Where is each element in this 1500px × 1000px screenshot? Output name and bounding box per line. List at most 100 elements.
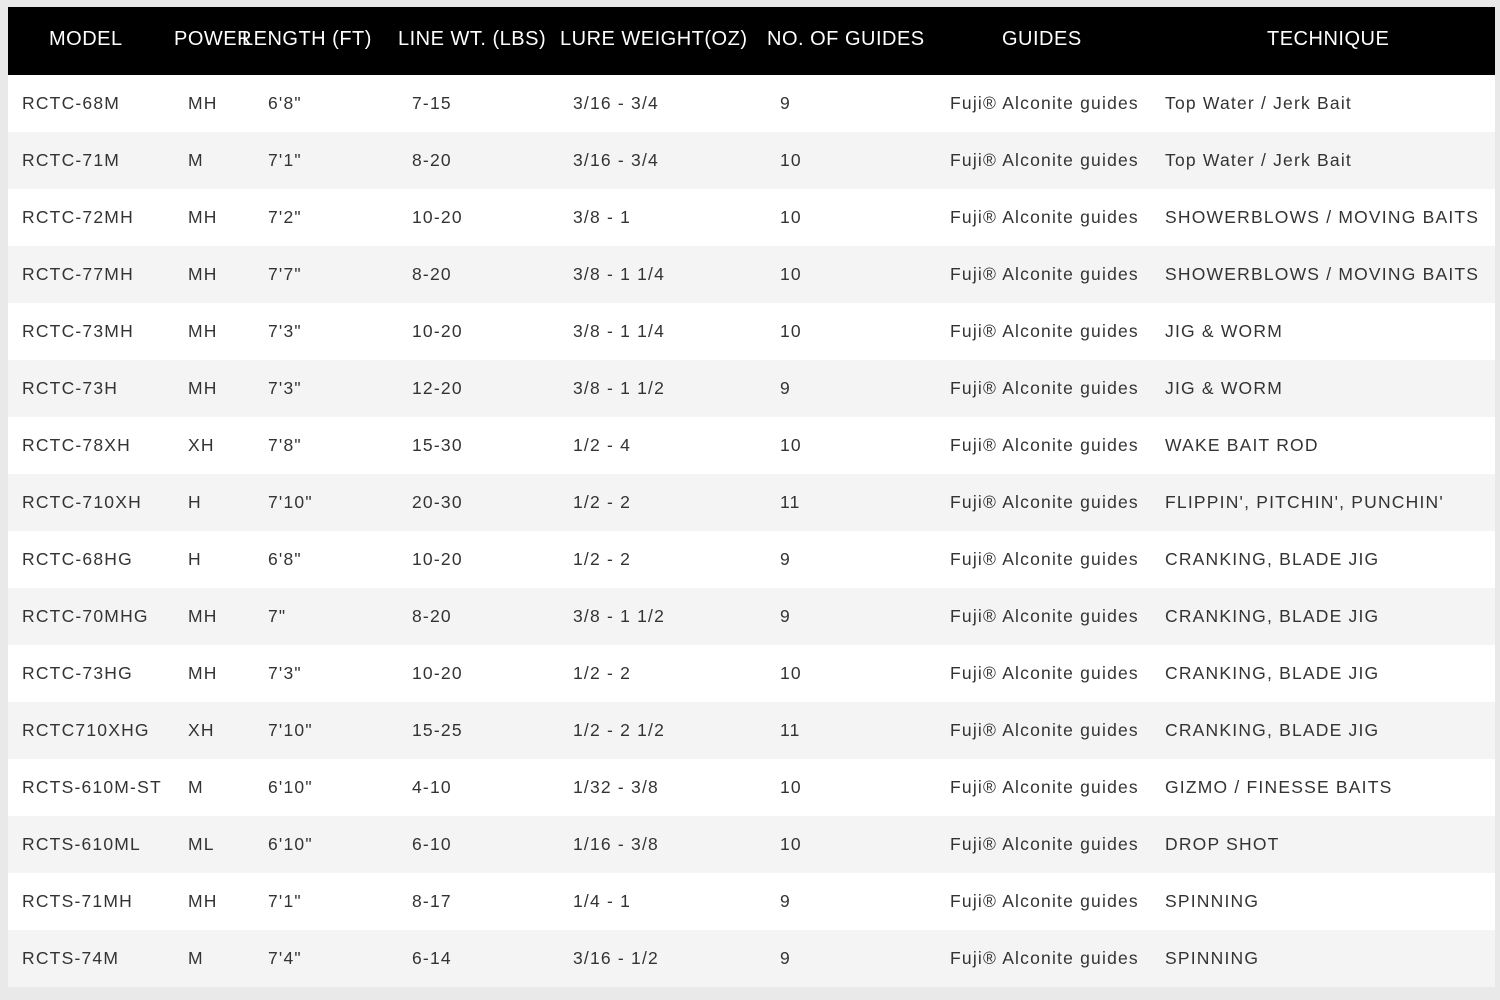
cell-length: 7'10" (268, 492, 313, 512)
cell-number-of-guides: 10 (780, 834, 802, 854)
cell-technique: CRANKING, BLADE JIG (1165, 549, 1380, 569)
cell-length: 7'4" (268, 948, 302, 968)
cell-technique: SPINNING (1165, 891, 1260, 911)
table-row: RCTC710XHG XH 7'10" 15-25 1/2 - 2 1/2 11 Fuji®… (8, 702, 1495, 759)
table-row: RCTC-73H MH 7'3" 12-20 3/8 - 1 1/2 9 Fuji® Alc… (8, 360, 1495, 417)
cell-line-weight: 8-20 (412, 150, 452, 170)
cell-lure-weight: 3/8 - 1 1/4 (573, 264, 666, 284)
cell-model: RCTS-610ML (22, 834, 141, 854)
cell-length: 6'8" (268, 93, 302, 113)
cell-line-weight: 10-20 (412, 207, 463, 227)
table-row: RCTC-73MH MH 7'3" 10-20 3/8 - 1 1/4 10 Fuji® A… (8, 303, 1495, 360)
cell-number-of-guides: 11 (780, 492, 801, 512)
cell-model: RCTC-70MHG (22, 606, 149, 626)
cell-guides: Fuji® Alconite guides (950, 321, 1139, 341)
cell-length: 7'3" (268, 378, 302, 398)
cell-line-weight: 12-20 (412, 378, 463, 398)
cell-lure-weight: 3/8 - 1 (573, 207, 632, 227)
cell-number-of-guides: 10 (780, 321, 802, 341)
cell-technique: DROP SHOT (1165, 834, 1280, 854)
cell-lure-weight: 1/32 - 3/8 (573, 777, 659, 797)
cell-power: MH (188, 663, 218, 683)
cell-guides: Fuji® Alconite guides (950, 777, 1139, 797)
cell-length: 7'8" (268, 435, 302, 455)
cell-number-of-guides: 10 (780, 264, 802, 284)
cell-power: MH (188, 207, 218, 227)
table-row: RCTC-68HG H 6'8" 10-20 1/2 - 2 9 Fuji® Alconit… (8, 531, 1495, 588)
cell-power: M (188, 150, 204, 170)
cell-line-weight: 8-20 (412, 606, 452, 626)
cell-length: 6'8" (268, 549, 302, 569)
cell-technique: WAKE BAIT ROD (1165, 435, 1319, 455)
cell-lure-weight: 1/4 - 1 (573, 891, 632, 911)
cell-guides: Fuji® Alconite guides (950, 948, 1139, 968)
cell-number-of-guides: 9 (780, 948, 791, 968)
cell-model: RCTC710XHG (22, 720, 150, 740)
table-header: MODEL POWER LENGTH (FT) LINE WT. (LBS) L… (8, 7, 1495, 75)
cell-technique: SHOWERBLOWS / MOVING BAITS (1165, 207, 1480, 227)
cell-model: RCTC-710XH (22, 492, 142, 512)
cell-model: RCTC-73H (22, 378, 119, 398)
cell-lure-weight: 1/16 - 3/8 (573, 834, 659, 854)
cell-lure-weight: 3/8 - 1 1/4 (573, 321, 666, 341)
cell-line-weight: 10-20 (412, 549, 463, 569)
cell-power: MH (188, 264, 218, 284)
cell-guides: Fuji® Alconite guides (950, 834, 1139, 854)
cell-lure-weight: 3/8 - 1 1/2 (573, 378, 666, 398)
cell-technique: JIG & WORM (1165, 378, 1283, 398)
cell-number-of-guides: 11 (780, 720, 801, 740)
table-row: RCTS-610M-ST M 6'10" 4-10 1/32 - 3/8 10 Fuji® … (8, 759, 1495, 816)
header-lure-weight: LURE WEIGHT(OZ) (560, 28, 748, 50)
table-row: RCTC-72MH MH 7'2" 10-20 3/8 - 1 10 Fuji® Alcon… (8, 189, 1495, 246)
cell-lure-weight: 1/2 - 2 1/2 (573, 720, 666, 740)
header-number-of-guides: NO. OF GUIDES (767, 28, 925, 50)
cell-model: RCTC-71M (22, 150, 121, 170)
cell-guides: Fuji® Alconite guides (950, 93, 1139, 113)
cell-model: RCTC-68HG (22, 549, 133, 569)
cell-power: M (188, 777, 204, 797)
cell-length: 7'3" (268, 321, 302, 341)
cell-lure-weight: 3/16 - 1/2 (573, 948, 659, 968)
cell-number-of-guides: 9 (780, 606, 791, 626)
cell-guides: Fuji® Alconite guides (950, 720, 1139, 740)
cell-guides: Fuji® Alconite guides (950, 891, 1139, 911)
cell-power: MH (188, 606, 218, 626)
cell-technique: SPINNING (1165, 948, 1260, 968)
cell-model: RCTS-610M-ST (22, 777, 162, 797)
cell-line-weight: 8-17 (412, 891, 452, 911)
cell-number-of-guides: 10 (780, 150, 802, 170)
header-line-weight: LINE WT. (LBS) (398, 28, 547, 50)
cell-length: 6'10" (268, 834, 313, 854)
cell-power: M (188, 948, 204, 968)
cell-length: 7" (268, 606, 287, 626)
cell-model: RCTC-77MH (22, 264, 134, 284)
cell-number-of-guides: 10 (780, 207, 802, 227)
cell-length: 7'1" (268, 891, 302, 911)
header-power: POWER (174, 28, 253, 50)
cell-length: 7'2" (268, 207, 302, 227)
cell-guides: Fuji® Alconite guides (950, 606, 1139, 626)
cell-line-weight: 4-10 (412, 777, 452, 797)
cell-number-of-guides: 9 (780, 93, 791, 113)
table-row: RCTS-610ML ML 6'10" 6-10 1/16 - 3/8 10 Fuji® A… (8, 816, 1495, 873)
cell-power: H (188, 549, 202, 569)
cell-number-of-guides: 9 (780, 891, 791, 911)
cell-power: ML (188, 834, 215, 854)
cell-lure-weight: 1/2 - 2 (573, 492, 632, 512)
cell-line-weight: 15-25 (412, 720, 463, 740)
cell-length: 7'10" (268, 720, 313, 740)
header-model: MODEL (49, 28, 123, 50)
cell-technique: CRANKING, BLADE JIG (1165, 720, 1380, 740)
cell-technique: CRANKING, BLADE JIG (1165, 606, 1380, 626)
cell-number-of-guides: 10 (780, 663, 802, 683)
cell-power: XH (188, 435, 215, 455)
cell-guides: Fuji® Alconite guides (950, 492, 1139, 512)
cell-model: RCTS-74M (22, 948, 120, 968)
rod-spec-table: MODEL POWER LENGTH (FT) LINE WT. (LBS) L… (8, 7, 1495, 987)
cell-model: RCTS-71MH (22, 891, 133, 911)
cell-length: 7'3" (268, 663, 302, 683)
table-row: RCTC-73HG MH 7'3" 10-20 1/2 - 2 10 Fuji® Alcon… (8, 645, 1495, 702)
cell-model: RCTC-73HG (22, 663, 133, 683)
cell-number-of-guides: 10 (780, 435, 802, 455)
cell-number-of-guides: 9 (780, 549, 791, 569)
